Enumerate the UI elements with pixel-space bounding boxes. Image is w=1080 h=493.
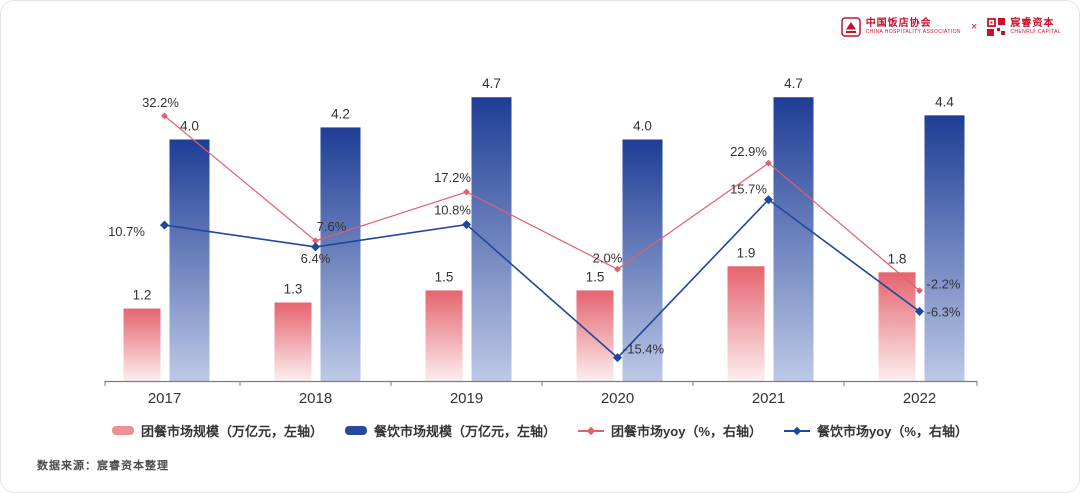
- legend-label: 餐饮市场规模（万亿元，左轴）: [374, 424, 557, 439]
- cha-logo-subtitle: CHINA HOSPITALITY ASSOCIATION: [865, 28, 961, 35]
- bar-value-label: 1.2: [133, 288, 152, 303]
- chart-legend: 团餐市场规模（万亿元，左轴） 餐饮市场规模（万亿元，左轴） 团餐市场yoy（%，右轴…: [1, 421, 1079, 440]
- legend-line-swatch: [578, 426, 605, 436]
- bar-value-label: 1.5: [435, 269, 454, 284]
- line-marker: [312, 237, 319, 245]
- cha-logo: 中国饭店协会 CHINA HOSPITALITY ASSOCIATION: [840, 17, 961, 37]
- bar: [576, 290, 614, 381]
- bar-value-label: 4.0: [180, 118, 199, 133]
- legend-bar-swatch: [112, 426, 135, 435]
- bar-value-label: 1.5: [586, 269, 605, 284]
- bar-value-label: 1.8: [888, 251, 907, 266]
- bar: [878, 272, 916, 381]
- legend-item: 团餐市场规模（万亿元，左轴）: [112, 421, 323, 440]
- line-value-label: 10.8%: [434, 203, 471, 218]
- bar: [425, 290, 463, 381]
- line-value-label: 32.2%: [142, 95, 179, 110]
- bar-value-label: 1.9: [737, 245, 756, 260]
- line-marker: [161, 112, 168, 120]
- legend-item: 团餐市场yoy（%，右轴）: [578, 421, 762, 440]
- line-series: [164, 115, 920, 292]
- bar: [320, 127, 361, 381]
- cha-logo-name: 中国饭店协会: [865, 18, 932, 30]
- bar: [622, 139, 663, 381]
- legend-label: 团餐市场规模（万亿元，左轴）: [141, 424, 324, 439]
- legend-item: 餐饮市场yoy（%，右轴）: [784, 421, 968, 440]
- source-note: 数据来源：宸睿资本整理: [37, 460, 169, 472]
- bar-value-label: 1.3: [284, 282, 303, 297]
- legend-label: 餐饮市场yoy（%，右轴）: [817, 424, 968, 439]
- chenrui-logo-name: 宸睿资本: [1010, 18, 1055, 30]
- bar-value-label: 4.7: [482, 76, 501, 91]
- header-logos: 中国饭店协会 CHINA HOSPITALITY ASSOCIATION × 宸…: [840, 17, 1061, 37]
- bar: [773, 97, 814, 382]
- bar: [471, 97, 512, 382]
- line-value-label: 7.6%: [317, 219, 347, 234]
- x-axis-label: 2017: [148, 390, 181, 407]
- line-value-label: -15.4%: [623, 342, 665, 357]
- bar: [924, 115, 965, 381]
- bar: [169, 139, 210, 381]
- bar: [727, 266, 765, 381]
- line-value-label: 10.7%: [108, 224, 145, 239]
- bar-value-label: 4.7: [784, 76, 803, 91]
- line-marker: [463, 188, 470, 196]
- legend-label: 团餐市场yoy（%，右轴）: [611, 424, 763, 439]
- bar: [274, 302, 312, 381]
- chenrui-logo: 宸睿资本 CHENRUI CAPITAL: [987, 18, 1061, 36]
- x-axis-label: 2020: [601, 390, 634, 407]
- legend-line-swatch-marker: [792, 426, 802, 435]
- x-axis-label: 2022: [903, 390, 936, 407]
- line-marker: [159, 220, 170, 230]
- line-series: [164, 198, 920, 359]
- cha-logo-icon: [840, 17, 861, 37]
- legend-bar-swatch: [345, 426, 368, 435]
- line-value-label: 6.4%: [301, 251, 331, 266]
- x-axis-label: 2018: [299, 390, 332, 407]
- line-value-label: -2.2%: [927, 277, 961, 292]
- legend-line-swatch-marker: [586, 426, 596, 435]
- legend-line-swatch: [784, 426, 811, 436]
- x-axis-label: 2021: [752, 390, 785, 407]
- bar-value-label: 4.4: [935, 94, 954, 109]
- logo-separator: ×: [970, 21, 978, 33]
- line-value-label: 15.7%: [730, 182, 767, 197]
- chenrui-logo-subtitle: CHENRUI CAPITAL: [1010, 28, 1061, 35]
- chenrui-logo-icon: [987, 18, 1006, 36]
- bar-value-label: 4.0: [633, 118, 652, 133]
- line-value-label: 2.0%: [593, 250, 623, 265]
- line-value-label: 22.9%: [730, 144, 767, 159]
- bar: [123, 308, 161, 381]
- x-axis-label: 2019: [450, 390, 483, 407]
- cha-logo-text: 中国饭店协会 CHINA HOSPITALITY ASSOCIATION: [866, 18, 961, 35]
- bar-value-label: 4.2: [331, 106, 350, 121]
- legend-item: 餐饮市场规模（万亿元，左轴）: [345, 421, 556, 440]
- chenrui-logo-text: 宸睿资本 CHENRUI CAPITAL: [1010, 18, 1061, 35]
- line-value-label: 17.2%: [434, 170, 471, 185]
- line-value-label: -6.3%: [927, 304, 961, 319]
